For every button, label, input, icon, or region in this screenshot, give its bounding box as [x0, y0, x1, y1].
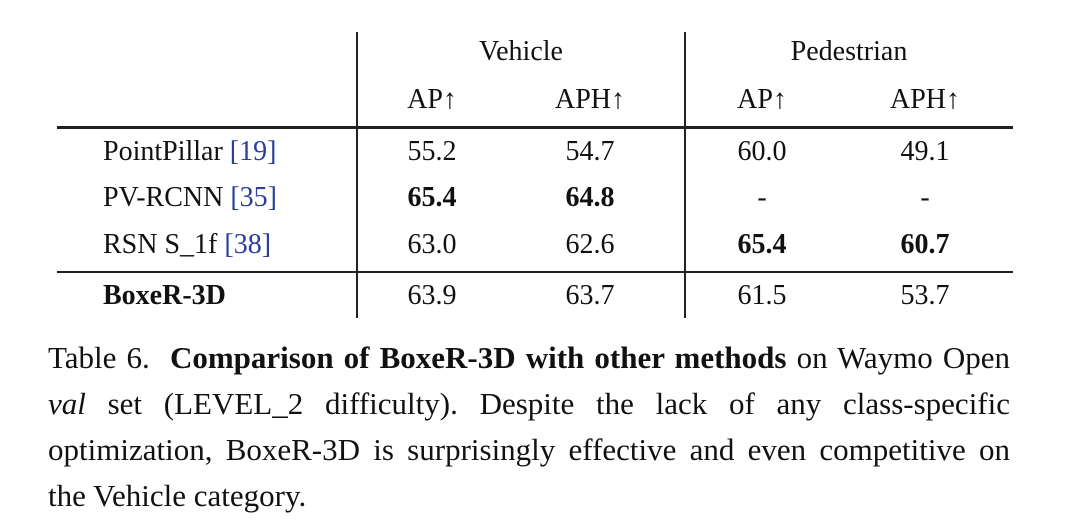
- caption-italic: val: [48, 386, 86, 421]
- method-name: PV-RCNN: [103, 182, 224, 213]
- value-cell: 54.7: [565, 136, 615, 167]
- citation: [35]: [230, 182, 277, 213]
- value-cell: 63.0: [407, 229, 457, 260]
- value-cell: 53.7: [900, 280, 950, 311]
- value-cell: 63.7: [565, 280, 615, 311]
- value-cell: 65.4: [737, 229, 787, 260]
- citation: [38]: [224, 229, 272, 260]
- value-cell: 65.4: [407, 182, 457, 213]
- caption-text: on Waymo Open: [796, 340, 1011, 375]
- value-cell: 63.9: [407, 280, 457, 311]
- value-cell: 64.8: [565, 182, 615, 213]
- caption-text: set (LEVEL_2 difficulty). Despite the la…: [48, 386, 1010, 513]
- caption: Table 6. Comparison of BoxeR-3D with oth…: [48, 335, 1010, 519]
- method-cell: RSN S_1f [38]: [103, 228, 271, 262]
- method-cell: PointPillar [19]: [103, 135, 276, 169]
- value-cell: 49.1: [900, 136, 950, 167]
- value-cell: 55.2: [407, 136, 457, 167]
- value-cell: 60.0: [737, 136, 787, 167]
- caption-bold: Comparison of BoxeR-3D with other method…: [169, 340, 787, 375]
- header-rule: [57, 126, 1013, 129]
- vertical-rule: [684, 32, 686, 318]
- method-cell: PV-RCNN [35]: [103, 181, 277, 215]
- method-name: BoxeR-3D: [103, 280, 226, 311]
- column-header: APH↑: [889, 84, 961, 115]
- value-cell: -: [920, 182, 930, 213]
- column-header: APH↑: [554, 84, 626, 115]
- body-rule: [57, 271, 1013, 273]
- group-header: Pedestrian: [790, 36, 908, 67]
- caption-label: Table 6.: [48, 340, 150, 375]
- value-cell: 60.7: [900, 229, 950, 260]
- method-name: PointPillar: [103, 136, 223, 167]
- group-header: Vehicle: [479, 36, 563, 67]
- method-cell: BoxeR-3D: [103, 279, 226, 313]
- column-header: AP↑: [737, 84, 787, 115]
- citation: [19]: [229, 136, 277, 167]
- method-name: RSN S_1f: [103, 229, 218, 260]
- value-cell: 61.5: [737, 280, 787, 311]
- value-cell: 62.6: [565, 229, 615, 260]
- value-cell: -: [757, 182, 767, 213]
- vertical-rule: [356, 32, 358, 318]
- column-header: AP↑: [407, 84, 457, 115]
